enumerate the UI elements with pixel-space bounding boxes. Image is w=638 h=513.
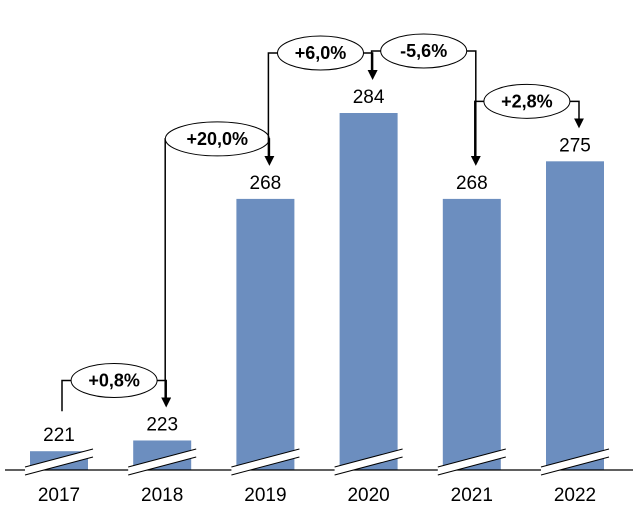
value-label-2021: 268 bbox=[456, 173, 488, 194]
change-label: +6,0% bbox=[295, 43, 347, 63]
labels-layer: 221 2017 223 2018 268 2019 284 2020 268 2021 275 20… bbox=[38, 87, 596, 506]
value-label-2017: 221 bbox=[43, 425, 75, 446]
value-label-2022: 275 bbox=[559, 135, 591, 156]
change-label: +0,8% bbox=[88, 370, 140, 390]
category-label-2020: 2020 bbox=[347, 485, 389, 506]
axis-break-2021 bbox=[437, 448, 506, 476]
change-annotation-2017-2018: +0,8% bbox=[61, 362, 172, 412]
change-oval bbox=[164, 121, 270, 157]
change-oval bbox=[70, 362, 158, 398]
axis-break-2018 bbox=[128, 448, 197, 476]
value-label-2019: 268 bbox=[250, 173, 282, 194]
change-label: +20,0% bbox=[187, 129, 249, 149]
bar-2020 bbox=[339, 113, 398, 470]
axis-break-2017 bbox=[24, 448, 94, 476]
changes-layer: +0,8% +20,0% +6,0% -5,6% +2,8% bbox=[61, 33, 584, 412]
category-label-2018: 2018 bbox=[141, 485, 183, 506]
category-label-2017: 2017 bbox=[38, 485, 80, 506]
value-label-2020: 284 bbox=[353, 87, 385, 108]
change-oval bbox=[277, 35, 364, 71]
bar-2022 bbox=[546, 161, 604, 470]
category-label-2022: 2022 bbox=[554, 485, 596, 506]
axis-break-layer bbox=[24, 448, 610, 476]
category-label-2019: 2019 bbox=[244, 485, 286, 506]
axis-break-2019 bbox=[231, 448, 300, 476]
category-label-2021: 2021 bbox=[451, 485, 493, 506]
axis-break-2020 bbox=[334, 448, 403, 476]
bar-2019 bbox=[236, 198, 295, 471]
change-annotation-2019-2020: +6,0% bbox=[267, 35, 378, 159]
change-oval bbox=[380, 33, 468, 69]
bar-2021 bbox=[442, 198, 501, 471]
change-oval bbox=[483, 83, 571, 119]
change-annotation-2021-2022: +2,8% bbox=[474, 83, 584, 159]
change-annotation-2020-2021: -5,6% bbox=[370, 33, 481, 166]
axis-break-2022 bbox=[540, 448, 610, 476]
bars-layer bbox=[30, 113, 604, 471]
change-annotation-2018-2019: +20,0% bbox=[164, 121, 275, 401]
value-label-2018: 223 bbox=[146, 414, 178, 435]
change-label: -5,6% bbox=[400, 41, 447, 61]
change-label: +2,8% bbox=[501, 91, 553, 111]
